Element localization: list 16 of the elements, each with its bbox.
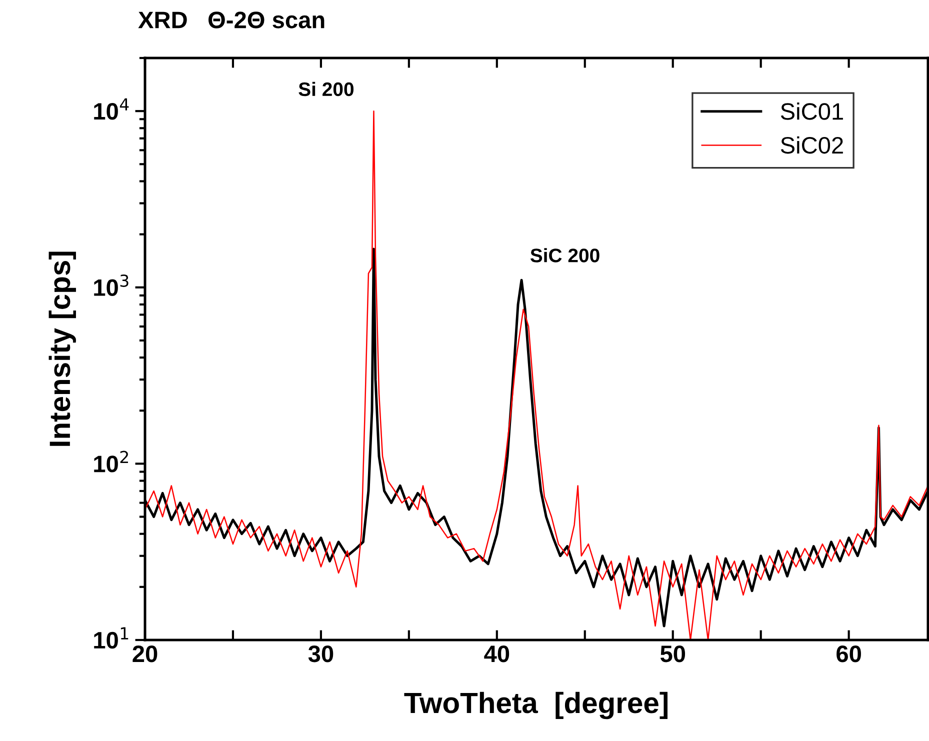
x-tick-label: 60: [836, 645, 861, 662]
x-axis-title: TwoTheta [degree]: [404, 692, 668, 720]
legend-label: SiC02: [780, 136, 843, 154]
x-tick-label: 50: [660, 645, 686, 662]
x-tick-label: 30: [308, 645, 334, 662]
y-axis-title: Intensity [cps]: [48, 252, 76, 446]
annotation: Si 200: [298, 82, 354, 96]
x-tick-label: 40: [484, 645, 510, 662]
chart-title: XRD Θ-2Θ scan: [138, 12, 324, 28]
x-tick-label: 20: [132, 645, 158, 662]
legend-label: SiC01: [780, 102, 843, 120]
annotation: SiC 200: [530, 248, 600, 262]
y-tick-label: 10$^{2}$: [94, 450, 128, 472]
y-tick-label: 10$^{3}$: [94, 274, 128, 296]
y-tick-label: 10$^{1}$: [94, 627, 128, 649]
y-tick-label: 10$^{4}$: [94, 98, 129, 120]
